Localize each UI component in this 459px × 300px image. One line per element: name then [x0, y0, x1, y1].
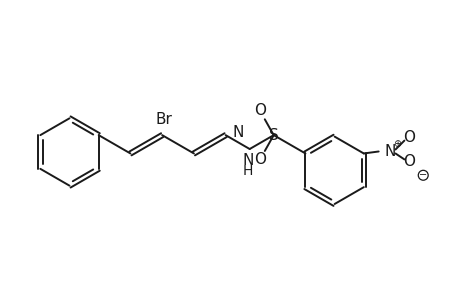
Text: O: O [253, 103, 265, 118]
Text: O: O [403, 130, 414, 145]
Text: ⊕: ⊕ [392, 139, 401, 148]
Text: S: S [268, 128, 278, 142]
Text: O: O [403, 154, 414, 169]
Text: N: N [232, 125, 243, 140]
Text: H: H [242, 164, 252, 178]
Text: O: O [253, 152, 265, 167]
Text: Br: Br [155, 112, 172, 127]
Text: N: N [241, 153, 253, 168]
Text: −: − [418, 170, 426, 180]
Text: N: N [384, 144, 395, 159]
